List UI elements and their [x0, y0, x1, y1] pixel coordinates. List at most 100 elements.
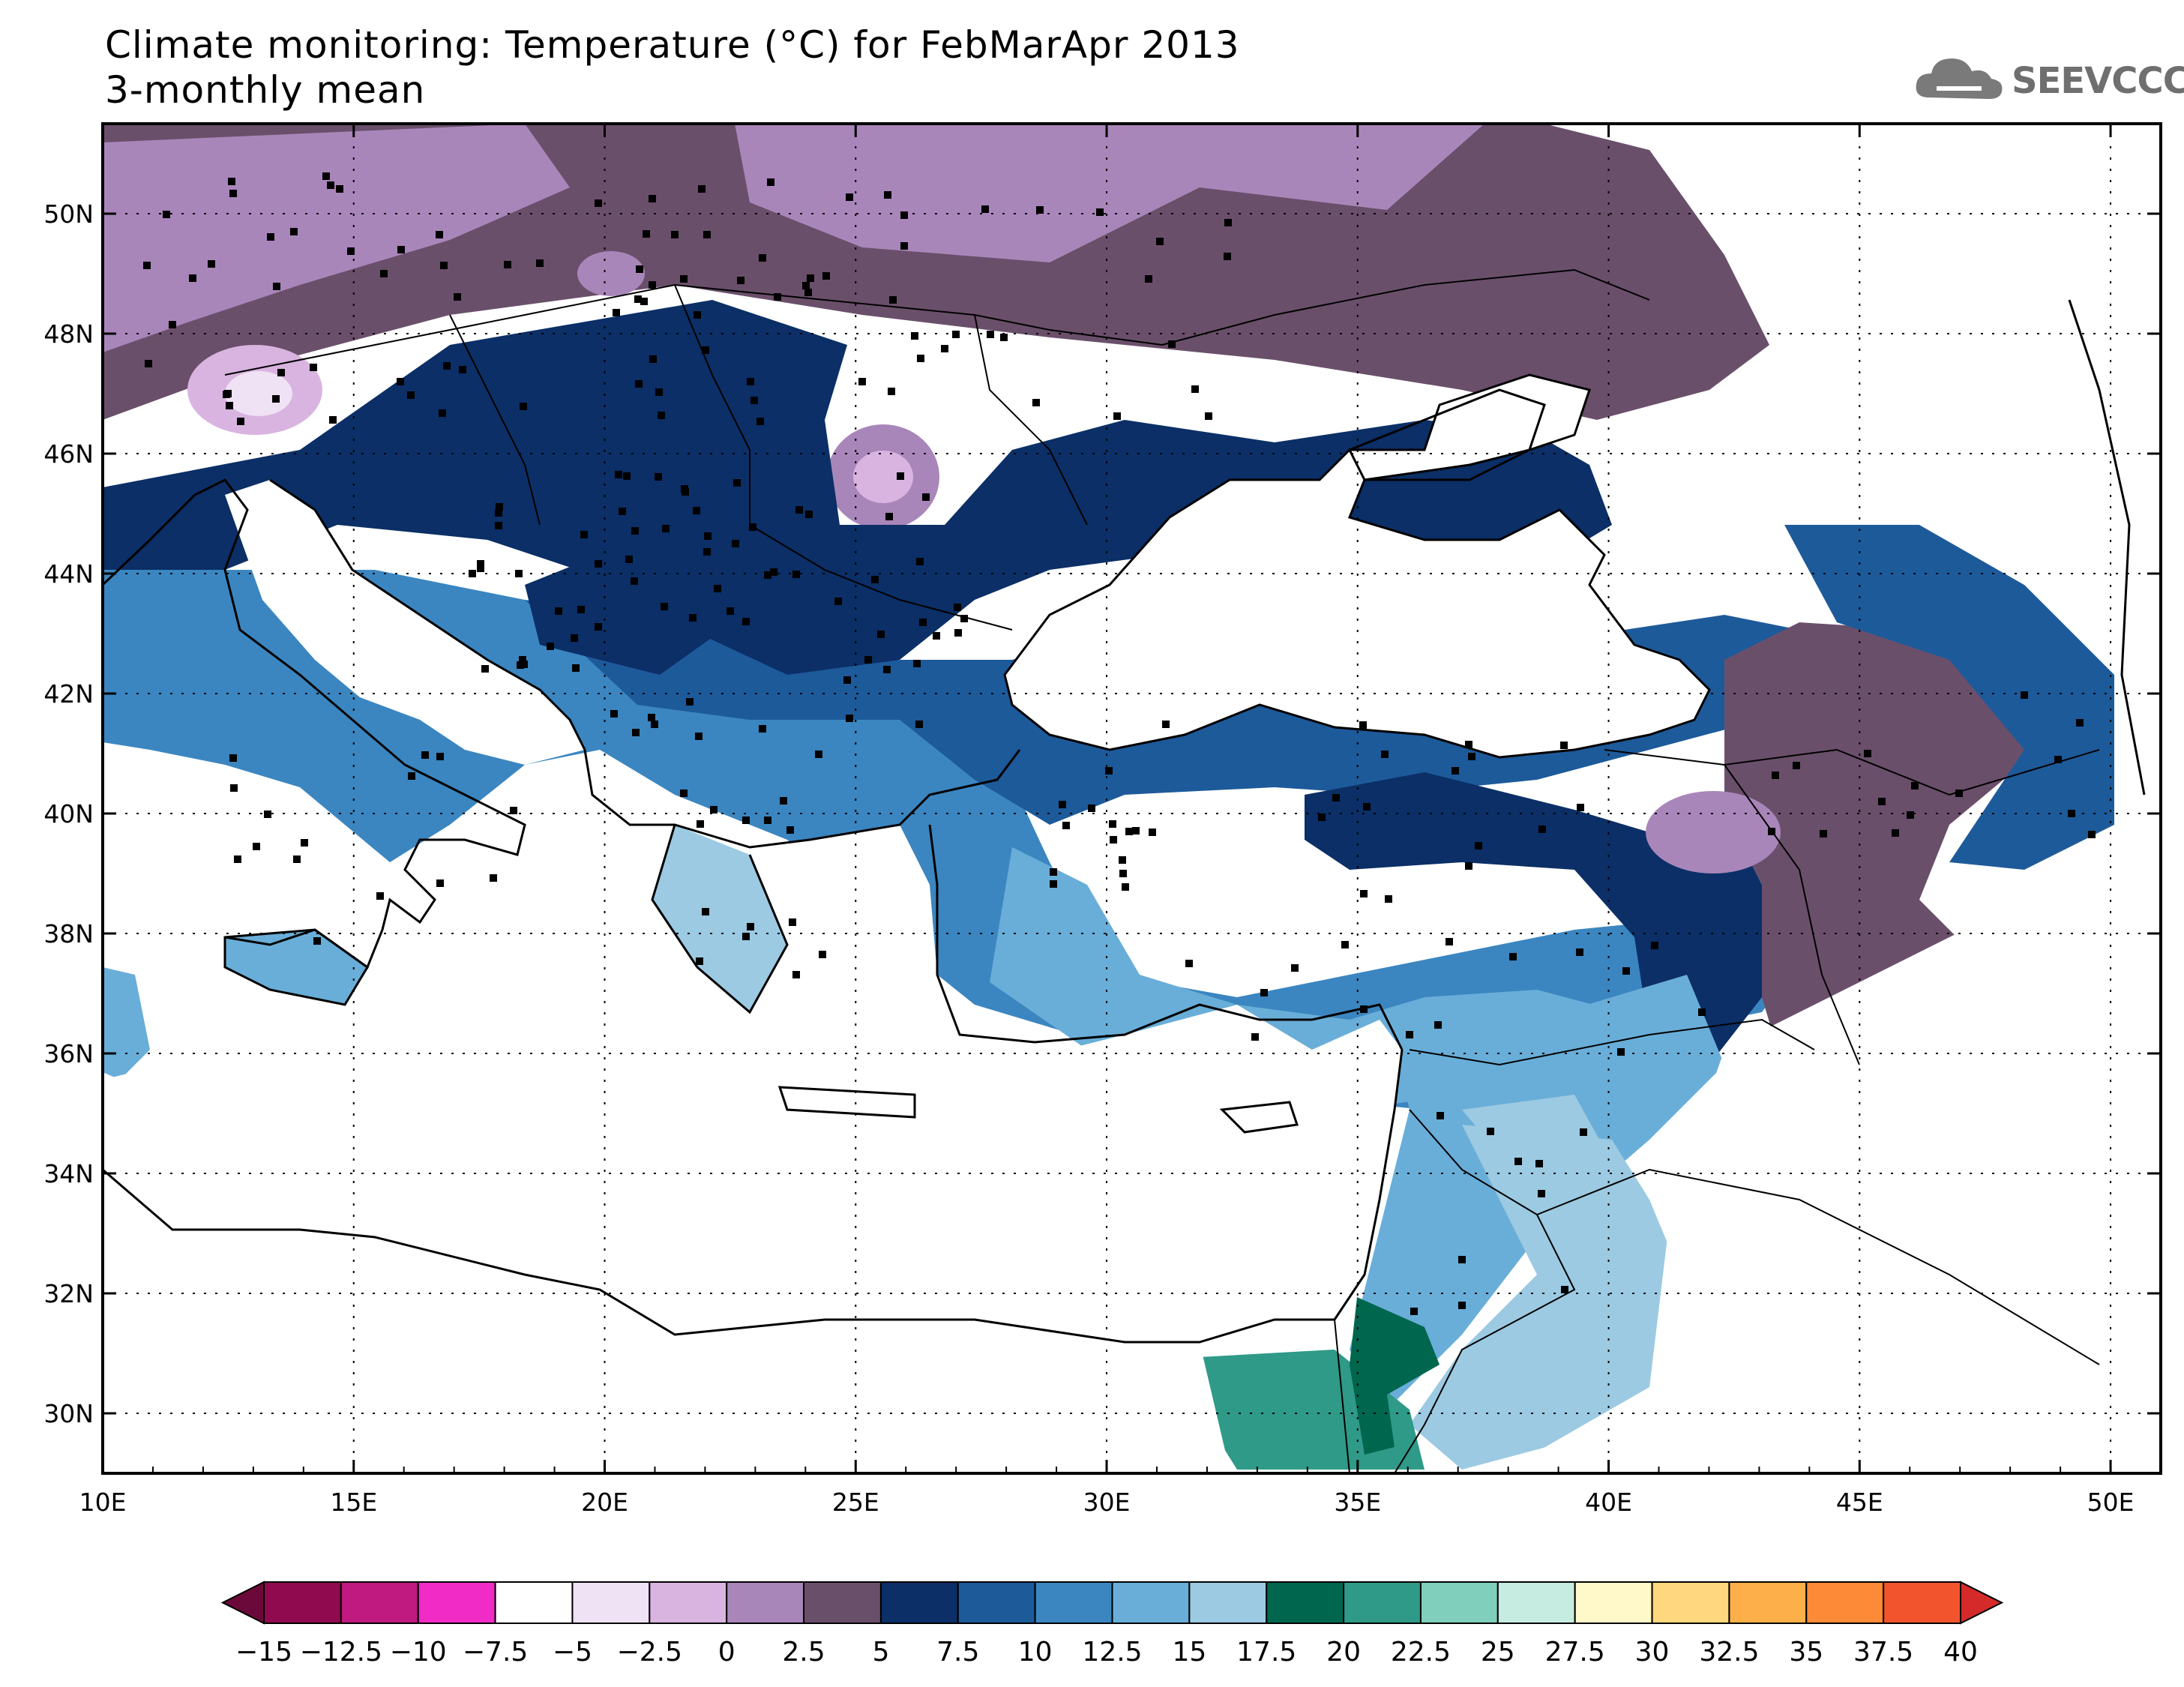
colorbar-label: 20 [1326, 1637, 1361, 1668]
colorbar-label: 7.5 [936, 1637, 979, 1668]
station-marker [237, 418, 244, 425]
colorbar-bin [1883, 1581, 1962, 1624]
station-marker [655, 473, 662, 481]
colorbar-label: −10 [390, 1637, 447, 1668]
station-marker [698, 185, 706, 193]
station-marker [1036, 206, 1044, 214]
station-marker [504, 261, 511, 268]
x-tick-label: 40E [1585, 1488, 1632, 1517]
station-marker [640, 298, 648, 305]
station-marker [397, 246, 405, 253]
station-marker [1156, 238, 1164, 245]
station-marker [1465, 741, 1472, 748]
station-marker [1475, 842, 1482, 849]
colorbar-bin [1728, 1581, 1808, 1624]
map-frame [101, 122, 2162, 1475]
station-marker [1538, 826, 1546, 833]
station-marker [897, 472, 904, 480]
station-marker [703, 231, 711, 238]
station-marker [347, 247, 355, 255]
station-marker [1059, 801, 1066, 808]
colorbar-label: 27.5 [1545, 1637, 1605, 1668]
station-marker [459, 366, 466, 373]
x-tick-label: 25E [832, 1488, 879, 1517]
colorbar-over-arrow [1960, 1581, 2004, 1625]
colorbar-bin [1651, 1581, 1730, 1624]
station-marker [163, 211, 170, 218]
station-marker [680, 275, 688, 283]
station-marker [1410, 1308, 1418, 1315]
station-marker [883, 666, 891, 673]
colorbar-label: 2.5 [782, 1637, 825, 1668]
colorbar-label: 5 [872, 1637, 889, 1668]
y-tick-label: 50N [43, 199, 94, 229]
station-marker [1878, 798, 1886, 805]
station-marker [2076, 719, 2084, 727]
station-marker [1535, 1160, 1543, 1167]
cyprus [1219, 1101, 1299, 1134]
station-marker [143, 262, 151, 269]
station-marker [631, 577, 638, 585]
land-northeast [1544, 124, 2161, 637]
station-marker [770, 568, 777, 576]
station-marker [1096, 208, 1104, 216]
station-marker [780, 797, 787, 805]
station-marker [1487, 1128, 1494, 1135]
station-marker [623, 472, 631, 480]
station-marker [572, 664, 580, 672]
station-marker [933, 632, 940, 640]
station-marker [888, 388, 895, 395]
station-marker [1768, 828, 1775, 835]
colorbar-label: 40 [1943, 1637, 1978, 1668]
station-marker [495, 509, 502, 517]
station-marker [1360, 1005, 1368, 1013]
station-marker [1772, 772, 1779, 779]
station-marker [1191, 385, 1199, 393]
colorbar-label: 12.5 [1082, 1637, 1142, 1668]
y-tick-label: 42N [43, 679, 94, 709]
colorbar-label: 25 [1481, 1637, 1515, 1668]
station-marker [1538, 1190, 1545, 1197]
colorbar-bin [1496, 1581, 1576, 1624]
station-marker [742, 618, 750, 625]
station-marker [732, 540, 739, 547]
station-marker [1125, 828, 1133, 835]
x-tick-label: 20E [581, 1488, 628, 1517]
map-title: Climate monitoring: Temperature (°C) for… [105, 22, 1240, 112]
y-tick-label: 48N [43, 319, 94, 349]
zone-15-17p5-b [1462, 1095, 1612, 1170]
station-marker [635, 380, 643, 388]
station-marker [1385, 895, 1392, 903]
station-marker [1050, 880, 1057, 888]
station-marker [634, 295, 642, 303]
station-marker [747, 378, 754, 385]
adriatic-sea [225, 480, 585, 765]
station-marker [571, 634, 578, 642]
station-marker [1062, 822, 1070, 829]
station-marker [519, 656, 526, 664]
station-marker [682, 488, 689, 496]
station-marker [1105, 767, 1113, 775]
station-marker [230, 784, 238, 792]
station-marker [658, 412, 665, 419]
station-marker [727, 607, 734, 615]
colorbar-label: 32.5 [1699, 1637, 1759, 1668]
station-marker [747, 923, 754, 930]
station-marker [1119, 856, 1126, 864]
station-marker [1318, 814, 1326, 821]
station-marker [661, 603, 668, 610]
station-marker [1168, 340, 1176, 348]
station-marker [1119, 870, 1127, 877]
station-marker [864, 656, 872, 664]
station-marker [613, 309, 620, 316]
zone-neg2p5-0-b [853, 451, 913, 503]
y-tick-label: 32N [43, 1279, 94, 1308]
zone-neg5-neg2p5 [225, 371, 292, 416]
station-marker [911, 332, 918, 340]
station-marker [1793, 762, 1800, 769]
station-marker [916, 558, 924, 565]
station-marker [595, 199, 602, 207]
station-marker [1698, 1008, 1706, 1016]
sicily [223, 928, 369, 1006]
colorbar-bin [494, 1581, 574, 1624]
